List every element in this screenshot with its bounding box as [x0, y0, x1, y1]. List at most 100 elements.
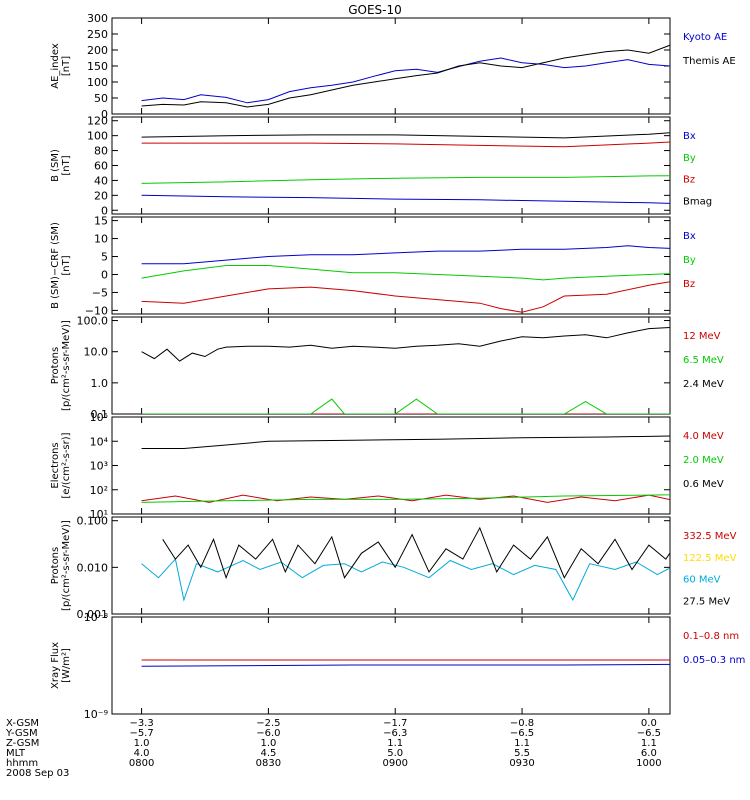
- x-axis-value: 5.5: [514, 748, 530, 759]
- y-tick-label: 1.0: [91, 377, 109, 390]
- legend-entry: 0.05–0.3 nm: [683, 655, 745, 666]
- series-line-green: [141, 494, 670, 503]
- y-axis-label: Protons[p/(cm²-s-sr-MeV)]: [50, 520, 72, 611]
- y-tick-label: 10⁵: [90, 411, 108, 424]
- legend-entry: Bx: [683, 131, 696, 142]
- y-tick-label: 10⁴: [90, 435, 109, 448]
- x-axis-value: 1000: [636, 758, 661, 769]
- y-axis-label: B (SM)[nT]: [50, 149, 72, 182]
- y-tick-label: 0.100: [77, 515, 109, 528]
- panel-frame: [111, 516, 671, 615]
- x-axis-value: 1.0: [134, 738, 150, 749]
- legend-entry: Bmag: [683, 196, 712, 207]
- legend-entry: 6.5 MeV: [683, 355, 724, 366]
- x-axis-row-label: hhmm: [6, 758, 38, 769]
- y-tick-label: 40: [94, 174, 108, 187]
- y-tick-label: 10.0: [84, 346, 109, 359]
- y-axis-label: AE_index[nT]: [50, 43, 72, 89]
- series-line-blue: [141, 663, 670, 667]
- series-line-blue: [141, 194, 670, 204]
- y-tick-label: 10¹: [90, 508, 108, 521]
- legend-entry: 60 MeV: [683, 575, 721, 586]
- y-tick-label: 60: [94, 160, 108, 173]
- x-axis-value: 1.1: [641, 738, 657, 749]
- legend-entry: Bz: [683, 279, 695, 290]
- figure-title: GOES-10: [348, 3, 402, 17]
- legend-entry: 2.4 MeV: [683, 379, 724, 390]
- x-axis-value: 6.0: [641, 748, 657, 759]
- x-axis-value: 5.0: [387, 748, 403, 759]
- y-tick-label: 10³: [90, 460, 108, 473]
- panel-frame: [111, 216, 671, 315]
- y-axis-label: Protons[p/(cm²-s-sr-MeV)]: [50, 320, 72, 411]
- legend-entry: 332.5 MeV: [683, 531, 737, 542]
- legend-entry: Kyoto AE: [683, 32, 727, 43]
- y-tick-label: 10: [94, 233, 108, 246]
- x-axis-value: −2.5: [256, 718, 280, 729]
- x-axis-value: 0800: [129, 758, 154, 769]
- y-axis-label: Xray Flux[W/m²]: [50, 642, 72, 689]
- panel-hiprotons: 0.001 0.010 0.100 Protons[p/(cm²-s-sr-MeV)]…: [50, 515, 737, 621]
- y-tick-label: 50: [94, 92, 108, 105]
- legend-entry: 122.5 MeV: [683, 553, 737, 564]
- series-line-cyan: [141, 558, 670, 602]
- x-axis-table: X-GSM −3.3 −2.5 −1.7 −0.8 0.0 Y-GSM −5.7 −6.0 −6.…: [5, 718, 662, 779]
- x-axis-row-label: MLT: [6, 748, 26, 759]
- y-tick-label: 0: [101, 108, 108, 121]
- y-tick-label: 20: [94, 189, 108, 202]
- panel-frame: [111, 316, 671, 415]
- panel-electrons: 10¹ 10² 10³ 10⁴ 10⁵ Electrons[e/(cm²-s-sr)] 4.…: [50, 411, 724, 521]
- date-label: 2008 Sep 03: [6, 768, 69, 779]
- series-line-green: [141, 175, 670, 184]
- x-axis-value: 1.1: [514, 738, 530, 749]
- y-tick-label: 80: [94, 145, 108, 158]
- y-tick-label: 100.0: [77, 315, 109, 328]
- x-axis-value: 4.0: [134, 748, 150, 759]
- legend-entry: 12 MeV: [683, 331, 721, 342]
- series-line-blue: [141, 245, 670, 265]
- x-axis-value: −6.5: [510, 728, 534, 739]
- series-line-green: [141, 265, 670, 281]
- legend-entry: 0.1–0.8 nm: [683, 631, 739, 642]
- y-tick-label: 5: [101, 251, 108, 264]
- x-axis-value: −0.8: [510, 718, 534, 729]
- y-tick-label: 150: [87, 60, 108, 73]
- y-tick-label: 0.1: [91, 408, 109, 421]
- legend-entry: 0.6 MeV: [683, 479, 724, 490]
- y-tick-label: −5: [92, 286, 108, 299]
- series-line-red: [141, 413, 670, 414]
- x-axis-value: −6.3: [383, 728, 407, 739]
- x-axis-value: 4.5: [260, 748, 276, 759]
- x-axis-row-label: X-GSM: [6, 718, 39, 729]
- y-tick-label: 250: [87, 28, 108, 41]
- panel-frame: [111, 616, 671, 715]
- y-tick-label: 120: [87, 115, 108, 128]
- x-axis-value: −6.0: [256, 728, 280, 739]
- legend-entry: By: [683, 255, 696, 266]
- legend-entry: 27.5 MeV: [683, 596, 730, 607]
- series-line-red: [141, 141, 670, 148]
- legend-entry: 2.0 MeV: [683, 455, 724, 466]
- x-axis-value: −6.5: [637, 728, 661, 739]
- legend-entry: Bz: [683, 175, 695, 186]
- x-axis-row-label: Y-GSM: [5, 728, 38, 739]
- x-axis-value: 0.0: [641, 718, 657, 729]
- panel-protons: 0.1 1.0 10.0 100.0 Protons[p/(cm²-s-sr-MeV)]…: [50, 315, 724, 421]
- y-tick-label: 15: [94, 215, 108, 228]
- y-tick-label: 100: [87, 130, 108, 143]
- series-line-blue: [141, 57, 670, 104]
- y-tick-label: −10: [85, 304, 108, 317]
- y-tick-label: 0: [101, 204, 108, 217]
- x-axis-value: −1.7: [383, 718, 407, 729]
- y-tick-label: 200: [87, 44, 108, 57]
- series-line-black: [141, 44, 670, 108]
- y-tick-label: 0: [101, 268, 108, 281]
- panel-xray: 10⁻⁹ 10⁻⁸ Xray Flux[W/m²] 0.1–0.8 nm 0.05–0.…: [50, 611, 745, 721]
- series-line-red: [141, 281, 670, 313]
- y-tick-label: 0.001: [77, 608, 109, 621]
- y-axis-label: B (SM)−CRF (SM)[nT]: [50, 222, 72, 309]
- x-axis-value: 1.0: [260, 738, 276, 749]
